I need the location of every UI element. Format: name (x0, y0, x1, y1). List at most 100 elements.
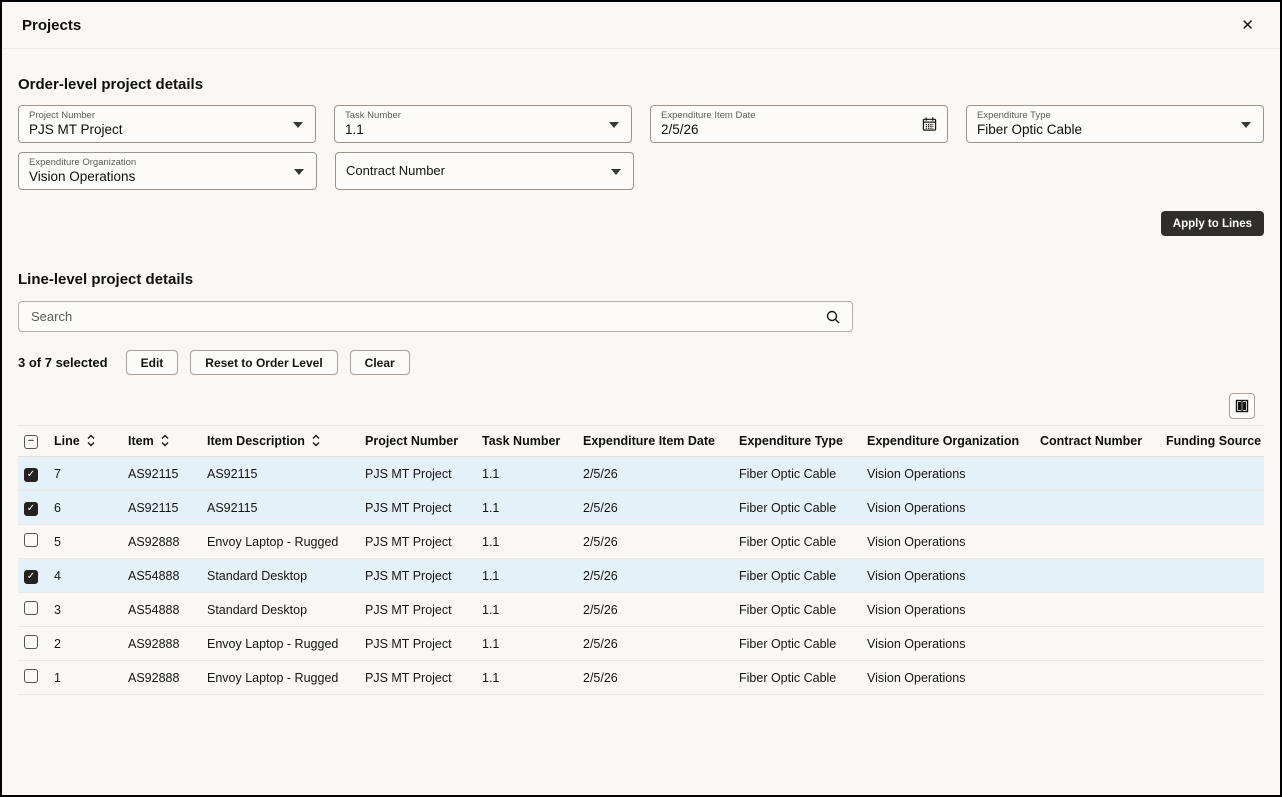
field-value: 1.1 (345, 122, 364, 137)
table-cell: AS54888 (128, 558, 207, 593)
table-cell: 6 (54, 490, 128, 525)
table-row[interactable]: ✓ 6 AS92115 AS92115 PJS MT Project 1.1 2/5/26 F… (18, 490, 1264, 525)
column-header-funding-source: Funding Source (1166, 425, 1264, 457)
field-value: Vision Operations (29, 169, 136, 184)
row-checkbox[interactable] (24, 601, 38, 615)
table-cell: Vision Operations (867, 626, 1040, 661)
chevron-down-icon[interactable] (611, 169, 621, 175)
table-cell: 5 (54, 524, 128, 559)
table-cell: Fiber Optic Cable (739, 626, 867, 661)
sort-icon[interactable] (87, 434, 95, 447)
table-cell: 1.1 (482, 524, 583, 559)
table-cell: 3 (54, 592, 128, 627)
table-cell: Envoy Laptop - Rugged (207, 660, 365, 695)
page-title: Projects (22, 16, 82, 34)
column-header-expenditure-organization: Expenditure Organization (867, 425, 1040, 457)
clear-button[interactable]: Clear (349, 350, 410, 375)
expenditure-type-field[interactable]: Expenditure Type Fiber Optic Cable (966, 105, 1264, 143)
table-row[interactable]: 2 AS92888 Envoy Laptop - Rugged PJS MT Proj… (18, 626, 1264, 661)
lines-table: − Line Item Item Description Project Num… (18, 425, 1264, 695)
calendar-icon[interactable] (922, 117, 937, 132)
table-cell: 1.1 (482, 626, 583, 661)
table-cell: 1.1 (482, 558, 583, 593)
field-label: Expenditure Organization (29, 157, 137, 168)
field-value: 2/5/26 (661, 122, 699, 137)
order-fields-row-2: Expenditure Organization Vision Operatio… (18, 152, 1264, 190)
chevron-down-icon[interactable] (609, 122, 619, 128)
table-cell: 2/5/26 (583, 490, 739, 525)
sort-icon[interactable] (312, 434, 320, 447)
row-checkbox[interactable]: ✓ (24, 467, 38, 482)
chevron-down-icon[interactable] (294, 169, 304, 175)
table-cell: 1 (54, 660, 128, 695)
project-number-field[interactable]: Project Number PJS MT Project (18, 105, 316, 143)
select-all-checkbox[interactable]: − (24, 434, 38, 449)
column-header-project-number: Project Number (365, 425, 482, 457)
table-row[interactable]: ✓ 7 AS92115 AS92115 PJS MT Project 1.1 2/5/26 F… (18, 456, 1264, 491)
row-checkbox[interactable]: ✓ (24, 569, 38, 584)
search-box (18, 301, 853, 332)
table-cell: 2 (54, 626, 128, 661)
table-cell (1040, 524, 1166, 559)
search-input[interactable] (18, 301, 853, 332)
table-cell: AS92115 (128, 490, 207, 525)
table-cell (1040, 558, 1166, 593)
table-cell: PJS MT Project (365, 524, 482, 559)
apply-to-lines-button[interactable]: Apply to Lines (1160, 211, 1264, 236)
table-cell: AS92888 (128, 626, 207, 661)
table-cell (1040, 456, 1166, 491)
table-cell (1166, 524, 1264, 559)
table-cell: 4 (54, 558, 128, 593)
row-checkbox[interactable] (24, 635, 38, 649)
field-label: Project Number (29, 110, 95, 121)
task-number-field[interactable]: Task Number 1.1 (334, 105, 632, 143)
table-cell: Fiber Optic Cable (739, 524, 867, 559)
table-row[interactable]: ✓ 4 AS54888 Standard Desktop PJS MT Project 1… (18, 558, 1264, 593)
table-cell: PJS MT Project (365, 456, 482, 491)
chevron-down-icon[interactable] (1241, 122, 1251, 128)
table-cell: PJS MT Project (365, 490, 482, 525)
table-cell: AS92888 (128, 524, 207, 559)
table-cell: Envoy Laptop - Rugged (207, 524, 365, 559)
row-checkbox[interactable]: ✓ (24, 501, 38, 516)
expenditure-item-date-field[interactable]: Expenditure Item Date 2/5/26 (650, 105, 948, 143)
table-cell: Standard Desktop (207, 558, 365, 593)
table-cell: Vision Operations (867, 490, 1040, 525)
table-cell: AS92115 (207, 456, 365, 491)
chevron-down-icon[interactable] (293, 122, 303, 128)
selection-actions-row: 3 of 7 selected Edit Reset to Order Leve… (18, 350, 1264, 375)
table-cell: AS92888 (128, 660, 207, 695)
table-row[interactable]: 3 AS54888 Standard Desktop PJS MT Project 1.… (18, 592, 1264, 627)
field-label: Task Number (345, 110, 401, 121)
edit-button[interactable]: Edit (125, 350, 179, 375)
table-row[interactable]: 5 AS92888 Envoy Laptop - Rugged PJS MT Proj… (18, 524, 1264, 559)
close-icon[interactable]: ✕ (1235, 14, 1260, 37)
row-checkbox[interactable] (24, 669, 38, 683)
table-cell: 2/5/26 (583, 524, 739, 559)
table-row[interactable]: 1 AS92888 Envoy Laptop - Rugged PJS MT Proj… (18, 660, 1264, 695)
table-cell: Fiber Optic Cable (739, 660, 867, 695)
table-cell: Vision Operations (867, 524, 1040, 559)
order-fields-row-1: Project Number PJS MT Project Task Numbe… (18, 105, 1264, 143)
column-header-item-description[interactable]: Item Description (207, 425, 365, 457)
field-label: Contract Number (346, 163, 445, 178)
contract-number-field[interactable]: Contract Number (335, 152, 634, 190)
field-value: PJS MT Project (29, 122, 123, 137)
titlebar: Projects ✕ (2, 2, 1280, 49)
table-cell: 2/5/26 (583, 558, 739, 593)
column-header-task-number: Task Number (482, 425, 583, 457)
search-icon[interactable] (825, 309, 841, 325)
expenditure-organization-field[interactable]: Expenditure Organization Vision Operatio… (18, 152, 317, 190)
sort-icon[interactable] (161, 434, 169, 447)
table-cell (1040, 592, 1166, 627)
table-cell: Fiber Optic Cable (739, 456, 867, 491)
table-cell: PJS MT Project (365, 558, 482, 593)
reset-to-order-level-button[interactable]: Reset to Order Level (190, 350, 338, 375)
table-cell: Fiber Optic Cable (739, 592, 867, 627)
column-header-line[interactable]: Line (54, 425, 128, 457)
selection-status: 3 of 7 selected (18, 355, 108, 370)
manage-columns-button[interactable] (1229, 393, 1255, 419)
column-header-item[interactable]: Item (128, 425, 207, 457)
table-cell: 7 (54, 456, 128, 491)
row-checkbox[interactable] (24, 533, 38, 547)
